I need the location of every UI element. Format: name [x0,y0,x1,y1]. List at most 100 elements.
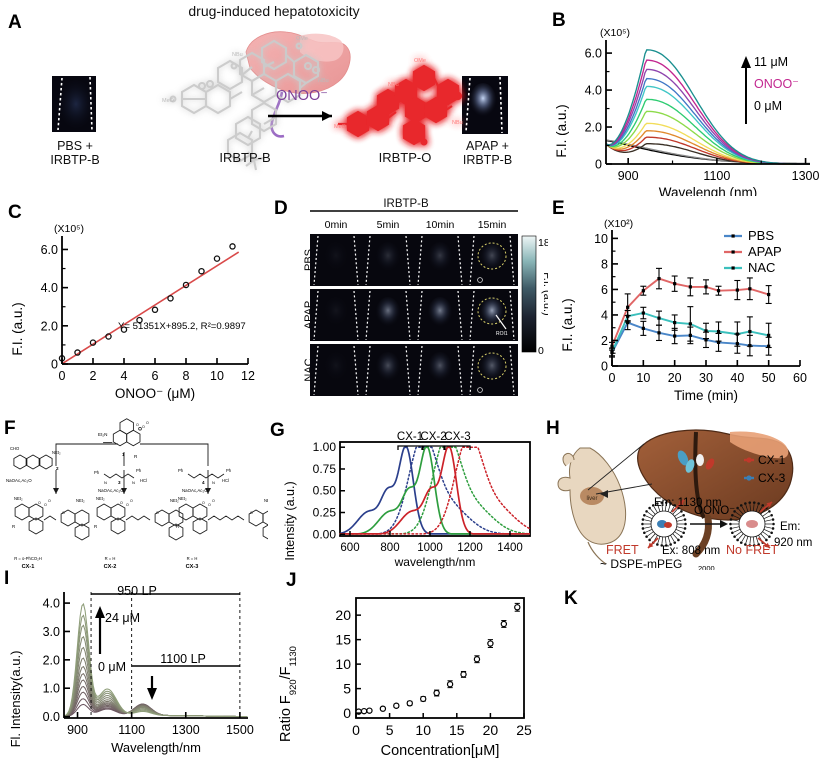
svg-text:5: 5 [343,681,351,697]
svg-text:~ DSPE-mPEG: ~ DSPE-mPEG [600,557,682,570]
panel-b: B 0 2.0 4.0 6.0 900 1100 1300 (X10⁵) F.I. (a.u.)… [548,0,824,196]
svg-text:F.I. (a.u.): F.I. (a.u.) [560,298,575,351]
svg-text:Time (min): Time (min) [674,388,738,403]
svg-text:18: 18 [538,237,548,249]
svg-text:NBu: NBu [318,78,329,84]
svg-text:50: 50 [762,371,776,385]
onoo-arrow-label: ONOO⁻ [276,88,328,104]
svg-text:10min: 10min [426,219,455,231]
svg-text:F.I. (a.u.): F.I. (a.u.) [554,104,569,157]
svg-text:R: R [12,524,15,529]
svg-text:NEt₂: NEt₂ [178,496,187,501]
svg-text:Em: 1130 nm: Em: 1130 nm [654,497,722,509]
panel-f-label: F [4,418,16,439]
svg-text:O: O [38,501,41,505]
svg-text:Ph: Ph [226,468,232,473]
svg-text:1300: 1300 [172,723,200,737]
svg-text:CX-1: CX-1 [758,453,786,467]
svg-text:Et₂N: Et₂N [98,432,107,437]
svg-text:5min: 5min [377,219,400,231]
svg-text:0: 0 [595,158,602,172]
svg-text:4: 4 [121,369,128,383]
panel-c-chart: 0 2.0 4.0 6.0 0 2 4 6 8 10 12 (X10⁵) F.I. (a.u.) ONOO… [10,223,255,401]
svg-text:NBu: NBu [232,52,243,58]
svg-text:Ph: Ph [94,470,100,475]
svg-text:0 μM: 0 μM [98,660,126,674]
svg-text:1000: 1000 [417,542,443,554]
panel-f: F Et₂N O O O 1 R CHO NEt₂ 2 NaOAc,Ac₂O Ph Ph N N 3 HCl N… [0,414,268,570]
panel-j-chart: 0 5 10 15 20 0 5 10 15 20 25 Ratio F920/F1130 Concen… [278,597,532,759]
svg-text:4.0: 4.0 [585,84,602,98]
apap-image-caption: APAP + IRBTP-B [462,139,513,167]
svg-text:10: 10 [594,232,608,246]
svg-text:ONOO⁻ (μM): ONOO⁻ (μM) [115,386,195,401]
svg-text:O: O [142,425,145,429]
svg-text:CX-2: CX-2 [104,564,117,570]
panel-b-chart: 0 2.0 4.0 6.0 900 1100 1300 (X10⁵) F.I. (a.u.) Wa… [554,27,820,196]
svg-text:Wavelengh (nm): Wavelengh (nm) [659,185,758,196]
svg-text:900: 900 [618,169,639,183]
irbtp-o-molecule: OMe NBu MeO NBu [334,58,463,146]
svg-text:O: O [212,499,215,503]
svg-text:0.75: 0.75 [313,462,337,476]
panel-h-label: H [546,418,560,439]
svg-text:4: 4 [601,308,608,322]
panel-i: I 0.0 1.0 2.0 3.0 4.0 900 1100 1300 1500 Fl. Inte… [0,566,260,782]
svg-text:CX-3: CX-3 [758,471,786,485]
reaction-arrow [268,111,332,121]
svg-text:2.0: 2.0 [585,121,602,135]
panel-j-label: J [286,570,297,591]
svg-text:HCl: HCl [140,478,147,483]
svg-text:4: 4 [202,480,205,485]
svg-text:15min: 15min [478,219,507,231]
panel-d-images: 0min 5min 10min 15minPBSAPAPROI1NAC180F.I. … [303,210,548,396]
svg-text:20: 20 [335,607,351,623]
svg-text:ROI1: ROI1 [496,331,508,337]
svg-text:R: R [94,524,97,529]
svg-text:N: N [132,480,135,485]
panel-e: E 0 2 4 6 8 10 0 10 20 30 40 50 60 (X10²) F.I. (a.u.) T… [548,196,824,414]
svg-text:10: 10 [415,722,431,738]
panel-a-label: A [8,12,22,33]
panel-d-label: D [274,198,288,219]
svg-text:20: 20 [483,722,499,738]
svg-text:PBS: PBS [748,228,774,243]
svg-text:2000: 2000 [698,564,715,570]
svg-text:6: 6 [601,283,608,297]
svg-text:0: 0 [538,345,544,357]
svg-text:APAP: APAP [748,244,782,259]
svg-text:0: 0 [601,360,608,374]
svg-text:Em:: Em: [780,521,800,533]
svg-text:1100: 1100 [703,169,730,183]
svg-text:10: 10 [335,656,351,672]
svg-text:OMe: OMe [414,58,426,64]
svg-text:O: O [202,501,205,505]
svg-text:CX-2: CX-2 [420,431,446,443]
svg-text:Fl. Intensity(a.u.): Fl. Intensity(a.u.) [8,651,23,748]
svg-text:NaOAc,Ac₂O: NaOAc,Ac₂O [182,488,208,493]
panel-g-label: G [270,420,285,441]
svg-text:Ex: 808 nm: Ex: 808 nm [662,545,720,557]
svg-text:(X10²): (X10²) [604,218,633,230]
svg-text:4.0: 4.0 [41,281,58,295]
svg-text:O: O [44,503,47,507]
panel-d: D IRBTP-B 0min 5min 10min 15min PBS APAP ROI1 N… [272,196,548,414]
panel-g: G 0.00 0.25 0.50 0.75 1.00 600 800 1000 1200 1400… [268,414,544,570]
svg-text:2.0: 2.0 [41,319,58,333]
svg-text:Concentration[μM]: Concentration[μM] [381,743,500,759]
svg-text:0.50: 0.50 [313,484,337,498]
svg-text:FRET: FRET [606,543,639,557]
svg-text:O: O [136,423,139,427]
svg-text:1200: 1200 [457,542,483,554]
svg-text:0: 0 [59,369,66,383]
svg-text:920 nm: 920 nm [774,537,812,549]
svg-text:40: 40 [730,371,744,385]
panel-i-label: I [4,568,10,589]
svg-text:Ph: Ph [136,468,142,473]
svg-text:2: 2 [56,466,59,471]
apap-fluorescence-image [462,76,508,134]
pbs-fluorescence-image [52,76,96,132]
svg-text:0: 0 [609,371,616,385]
svg-text:NEt₂: NEt₂ [264,498,268,503]
svg-text:0: 0 [343,705,351,721]
